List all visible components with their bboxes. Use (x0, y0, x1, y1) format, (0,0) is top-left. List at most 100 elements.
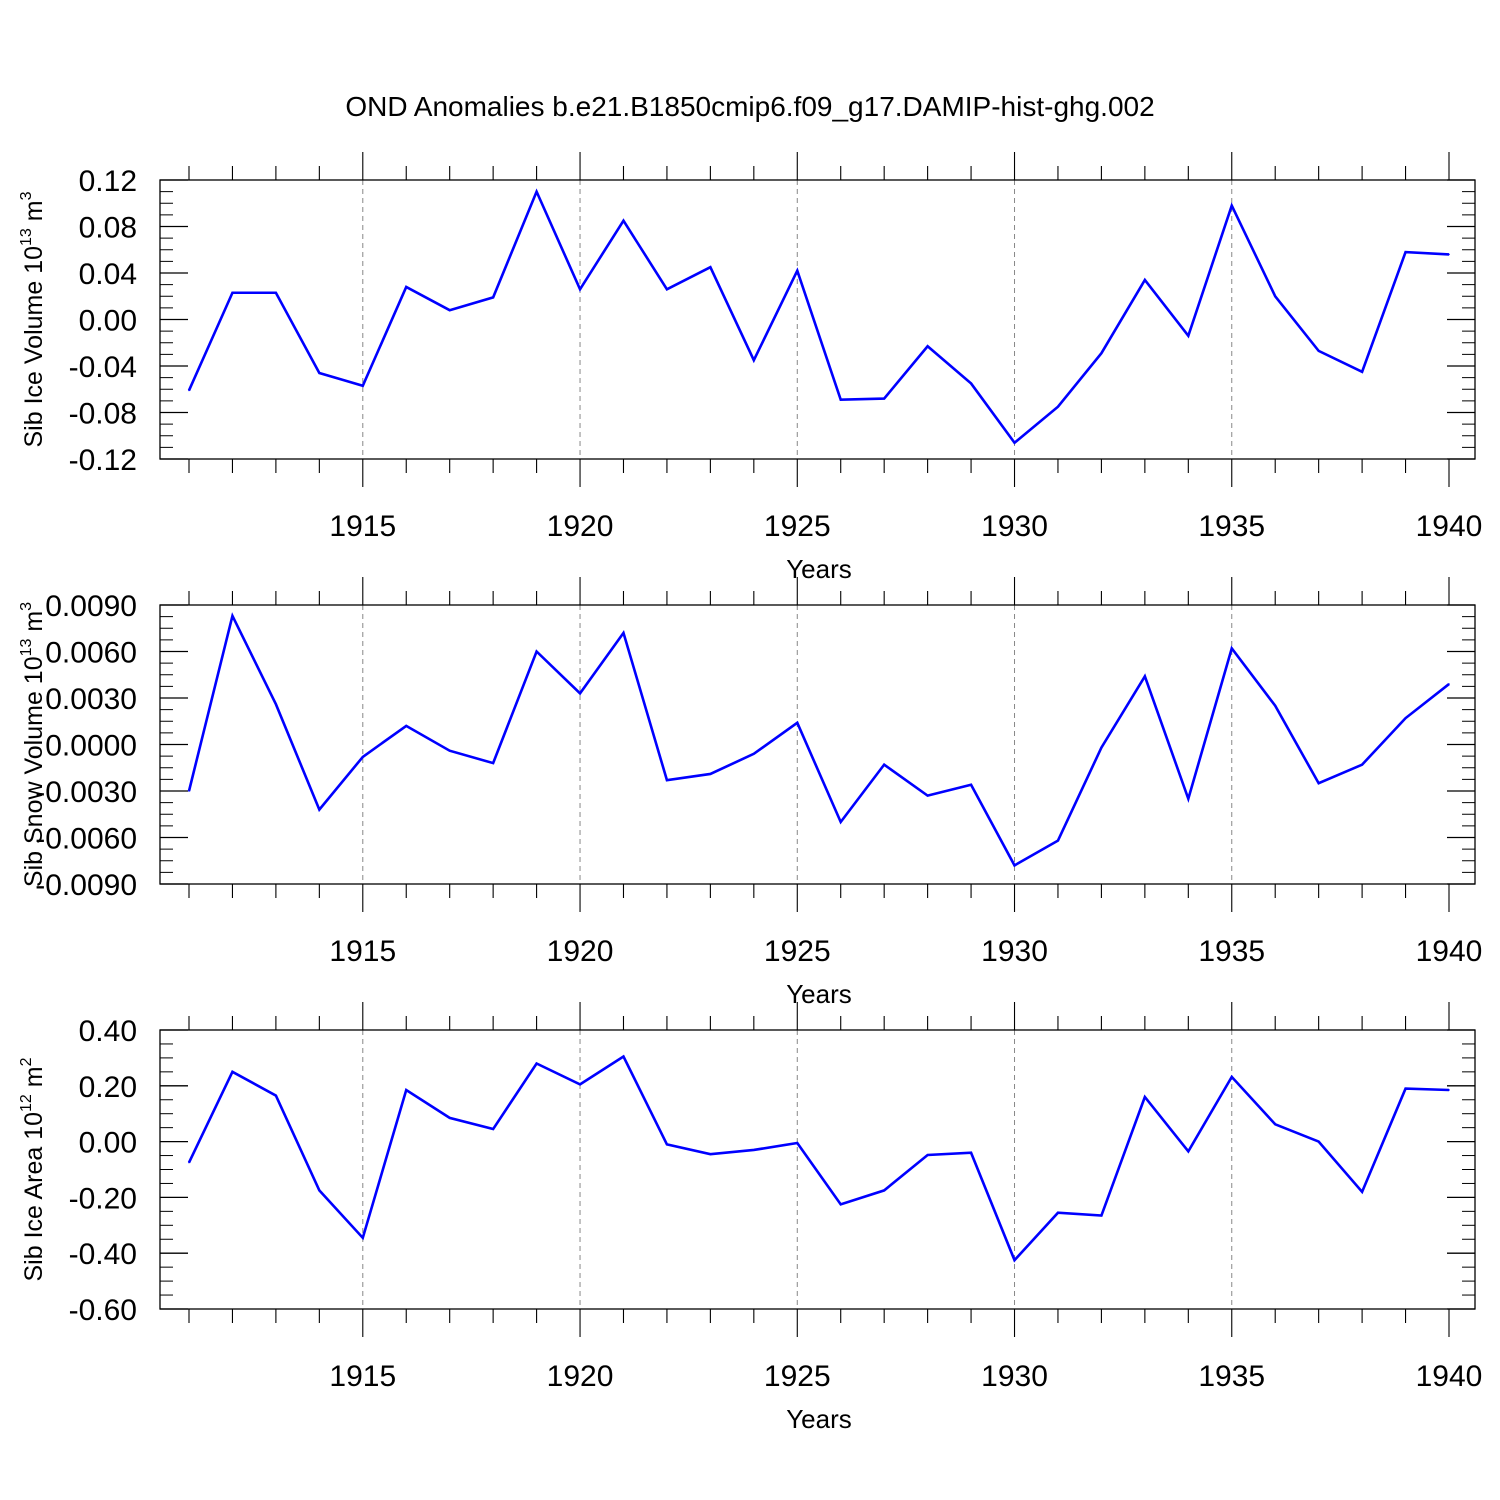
data-point (753, 753, 755, 755)
y-tick-label: -0.60 (69, 1294, 137, 1327)
y-tick-label: 0.0060 (45, 637, 137, 670)
data-point (753, 359, 755, 361)
data-point (1100, 746, 1103, 749)
y-axis-title-part: m (20, 200, 48, 228)
data-point (1317, 782, 1320, 785)
data-point (361, 1237, 364, 1239)
data-point (275, 291, 277, 294)
data-point (622, 632, 625, 634)
x-axis-title: Years (786, 979, 852, 1009)
data-point (1057, 839, 1059, 842)
y-axis-title-superscript: 2 (18, 1057, 35, 1066)
data-point (1187, 797, 1190, 800)
data-point (492, 762, 494, 764)
x-tick-label: 1920 (547, 935, 614, 968)
x-tick-label: 1935 (1198, 935, 1265, 968)
data-point (405, 286, 408, 288)
x-tick-label: 1935 (1198, 1360, 1265, 1393)
data-point (839, 821, 842, 823)
data-point (448, 749, 451, 752)
data-point (709, 1153, 712, 1155)
data-point (231, 1071, 234, 1073)
data-point (709, 773, 712, 775)
data-point (666, 288, 668, 291)
y-tick-label: -0.12 (69, 444, 137, 477)
data-point (1100, 352, 1103, 355)
data-point (275, 703, 277, 705)
chart-panel-3: -0.60 -0.40 -0.20 0.00 0.20 0.40 1915 1920 1925 1… (18, 1002, 1482, 1434)
data-point (275, 1094, 277, 1097)
series-line (187, 188, 1450, 445)
x-tick-label: 1925 (764, 510, 831, 543)
y-tick-label: -0.0030 (35, 776, 137, 809)
data-point (753, 1149, 755, 1151)
x-tick-label: 1915 (329, 510, 396, 543)
y-tick-label: 0.20 (79, 1071, 137, 1104)
data-point (492, 296, 494, 299)
data-point (1100, 1214, 1103, 1217)
data-point (1317, 350, 1320, 352)
data-point (188, 790, 190, 792)
data-point (666, 1143, 668, 1146)
y-axis-title-part: Sib Ice Volume 10 (20, 246, 48, 448)
data-point (1404, 1087, 1407, 1090)
data-point (448, 309, 451, 312)
y-tick-label: 0.0000 (45, 730, 137, 763)
data-point (970, 1151, 972, 1154)
data-point (796, 1142, 799, 1144)
y-tick-label: 0.00 (79, 1127, 137, 1160)
x-tick-label: 1920 (547, 1360, 614, 1393)
data-point (1187, 1150, 1190, 1153)
y-tick-label: 0.0090 (45, 590, 137, 623)
y-tick-label: 0.0030 (45, 683, 137, 716)
y-axis-title: Sib Ice Volume 1013 m3 (18, 191, 48, 447)
data-point (926, 345, 929, 348)
data-point (188, 1161, 190, 1164)
data-point (1230, 647, 1233, 650)
y-axis-title-part: m (20, 1066, 48, 1094)
data-point (666, 779, 668, 781)
plot-frame (159, 179, 1476, 460)
y-axis-title-part: Sib Snow Volume 10 (20, 656, 48, 887)
x-tick-label: 1920 (547, 510, 614, 543)
data-point (1144, 1096, 1146, 1098)
data-point (1057, 405, 1059, 408)
data-point (318, 372, 321, 374)
x-tick-label: 1935 (1198, 510, 1265, 543)
data-point (883, 763, 885, 766)
series-line (187, 612, 1450, 868)
data-point (1448, 683, 1450, 685)
x-tick-label: 1915 (329, 935, 396, 968)
x-axis-title: Years (786, 1404, 852, 1434)
data-point (579, 1083, 581, 1086)
y-axis-title-part: m (20, 611, 48, 639)
data-point (1057, 1211, 1059, 1214)
x-tick-label: 1940 (1416, 935, 1483, 968)
x-tick-label: 1930 (981, 1360, 1048, 1393)
data-point (1404, 717, 1407, 719)
data-point (1144, 675, 1146, 678)
y-tick-label: -0.04 (69, 351, 137, 384)
y-tick-label: -0.40 (69, 1238, 137, 1271)
data-point (231, 291, 234, 294)
data-point (1274, 1123, 1277, 1126)
data-point (1013, 864, 1016, 867)
data-point (1013, 441, 1016, 444)
data-point (970, 784, 972, 786)
y-tick-label: 0.00 (79, 305, 137, 338)
data-point (1230, 1076, 1233, 1078)
data-point (1230, 204, 1233, 207)
series-line (187, 1054, 1450, 1263)
data-point (405, 725, 408, 727)
data-point (492, 1128, 494, 1130)
data-point (1144, 279, 1146, 281)
chart-panel-1: -0.12 -0.08 -0.04 0.00 0.04 0.08 0.12 1915 1920 1… (18, 152, 1482, 584)
x-tick-label: 1940 (1416, 510, 1483, 543)
data-point (188, 389, 190, 392)
y-axis-title-superscript: 13 (18, 638, 35, 656)
x-tick-label: 1930 (981, 510, 1048, 543)
data-point (318, 808, 321, 811)
x-tick-label: 1940 (1416, 1360, 1483, 1393)
panels: -0.12 -0.08 -0.04 0.00 0.04 0.08 0.12 1915 1920 1… (18, 152, 1482, 1434)
